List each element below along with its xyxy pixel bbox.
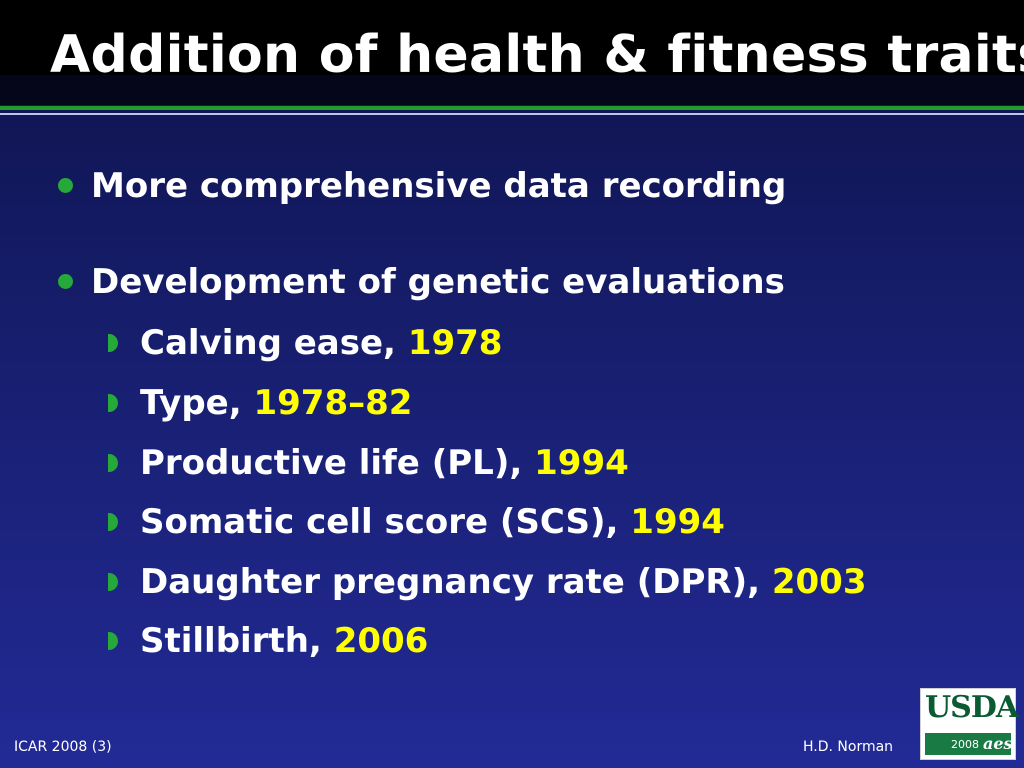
sub-bullet-text: Stillbirth, — [140, 621, 334, 661]
sub-bullet-year: 2003 — [771, 562, 867, 602]
sub-bullet-item: Productive life (PL), 1994 — [108, 443, 629, 483]
sub-bullet-year: 1978 — [407, 323, 503, 363]
usda-logo-text: USDA — [925, 690, 1019, 725]
sub-bullet-year: 1978–82 — [253, 383, 413, 423]
sub-bullet-item: Daughter pregnancy rate (DPR), 2003 — [108, 562, 867, 602]
sub-bullet-chevron-icon — [108, 631, 118, 650]
usda-logo-banner: 2008 — [925, 733, 1011, 755]
sub-bullet-item: Type, 1978–82 — [108, 383, 412, 423]
sub-bullet-year: 1994 — [630, 502, 725, 542]
sub-bullet-chevron-icon — [108, 512, 118, 531]
sub-bullet-chevron-icon — [108, 333, 118, 352]
sub-bullet-item: Stillbirth, 2006 — [108, 621, 428, 661]
bullet-dot-icon — [58, 178, 73, 193]
sub-bullet-chevron-icon — [108, 393, 118, 412]
usda-logo-year: 2008 — [951, 738, 979, 751]
bullet-item: More comprehensive data recording — [58, 166, 786, 206]
sub-bullet-chevron-icon — [108, 572, 118, 591]
sub-bullet-item: Calving ease, 1978 — [108, 323, 502, 363]
bullet-text: More comprehensive data recording — [91, 166, 787, 206]
sub-bullet-text: Calving ease, — [140, 323, 408, 363]
ads-logo-icon: aes — [983, 734, 1013, 753]
bullet-dot-icon — [58, 274, 73, 289]
sub-bullet-year: 1994 — [534, 443, 629, 483]
title-band-dark — [0, 0, 1024, 75]
sub-bullet-text: Productive life (PL), — [140, 443, 535, 483]
sub-bullet-item: Somatic cell score (SCS), 1994 — [108, 502, 725, 542]
slide-title: Addition of health & fitness traits — [50, 25, 1024, 85]
sub-bullet-year: 2006 — [333, 621, 429, 661]
sub-bullet-text: Somatic cell score (SCS), — [140, 502, 631, 542]
sub-bullet-text: Type, — [140, 383, 254, 423]
title-divider-light — [0, 113, 1024, 115]
usda-logo: USDA 2008 aes — [920, 688, 1019, 760]
sub-bullet-chevron-icon — [108, 453, 118, 472]
bullet-text: Development of genetic evaluations — [91, 262, 785, 302]
bullet-item: Development of genetic evaluations — [58, 262, 785, 302]
footer-author: H.D. Norman — [803, 739, 894, 755]
sub-bullet-text: Daughter pregnancy rate (DPR), — [140, 562, 772, 602]
footer-slide-number: ICAR 2008 (3) — [14, 739, 112, 755]
title-band — [0, 0, 1024, 105]
title-divider-green — [0, 106, 1024, 110]
